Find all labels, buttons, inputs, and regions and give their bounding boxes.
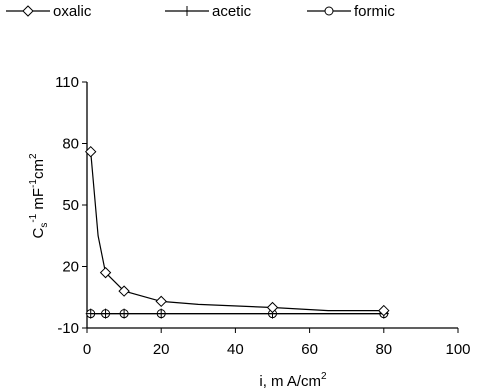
- series-oxalic: [85, 145, 390, 317]
- x-axis-title: i, m A/cm2: [259, 371, 327, 390]
- y-tick-label: 110: [55, 74, 79, 91]
- acetic-point: [85, 308, 96, 319]
- oxalic-point: [118, 285, 130, 297]
- legend-label: acetic: [212, 3, 252, 20]
- x-tick-label: 20: [153, 341, 170, 358]
- y-tick-label: 80: [62, 136, 79, 153]
- axes: -10 20 50 80 110 0 20 40 60 80 100: [55, 74, 470, 358]
- oxalic-point: [85, 145, 97, 158]
- x-tick-label: 60: [301, 341, 318, 358]
- legend: oxalic acetic formic: [6, 3, 395, 20]
- legend-marker: [324, 6, 334, 16]
- oxalic-point: [378, 304, 390, 317]
- oxalic-point: [155, 295, 167, 308]
- series-acetic: [85, 308, 389, 319]
- x-tick-label: 100: [445, 341, 470, 358]
- x-tick-label: 0: [83, 341, 91, 358]
- x-tick-label: 40: [227, 341, 244, 358]
- series-layer: [85, 145, 390, 319]
- acetic-point: [119, 308, 130, 319]
- legend-item-oxalic: oxalic: [6, 3, 92, 20]
- acetic-point: [100, 308, 111, 319]
- y-axis-title: Cs-1 mF-1cm2: [28, 153, 50, 238]
- legend-item-formic: formic: [307, 3, 395, 20]
- acetic-point: [156, 308, 167, 319]
- y-tick-label: -10: [57, 320, 79, 337]
- legend-label: oxalic: [53, 3, 92, 20]
- y-tick-label: 50: [62, 197, 79, 214]
- legend-item-acetic: acetic: [165, 3, 252, 20]
- legend-label: formic: [354, 3, 395, 20]
- oxalic-point: [99, 266, 112, 279]
- oxalic-point: [266, 301, 279, 314]
- oxalic-line: [90, 151, 384, 312]
- legend-marker: [182, 6, 192, 16]
- x-tick-label: 80: [375, 341, 392, 358]
- legend-marker: [22, 5, 34, 17]
- y-tick-label: 20: [62, 259, 79, 276]
